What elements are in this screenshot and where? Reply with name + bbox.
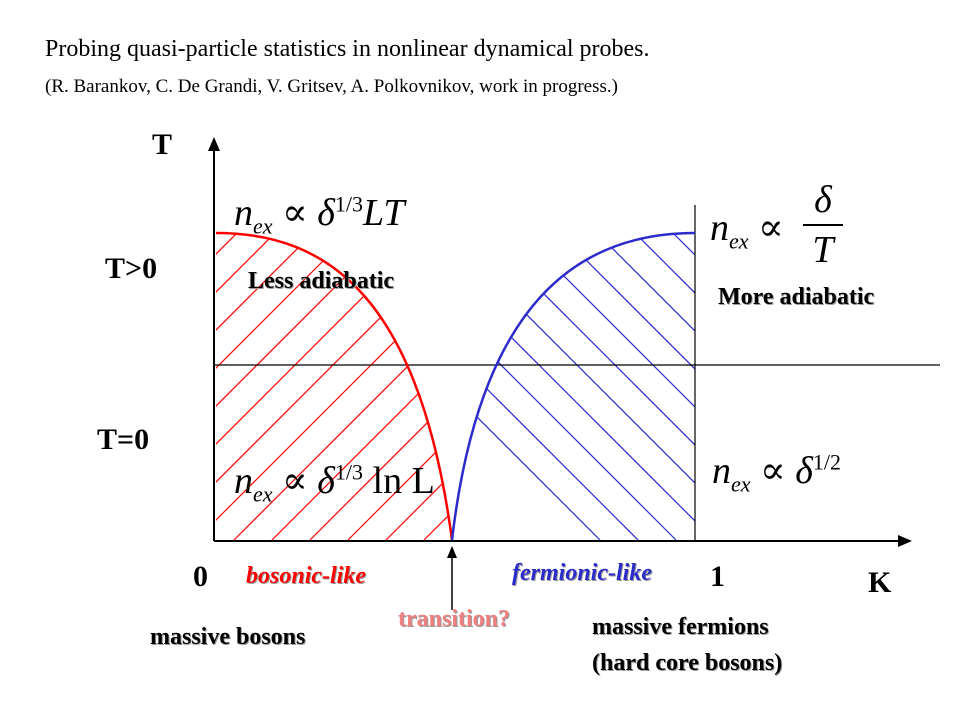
formula-top-right: nex ∝ [710,205,784,255]
bosonic-curve [215,231,454,541]
slide-title: Probing quasi-particle statistics in non… [45,36,650,62]
formula-bottom-right: nex ∝ δ1/2 [712,448,841,498]
hatch-line [216,233,365,540]
transition-label: transition? [398,606,511,632]
hatch-line [545,233,695,540]
hatch-line [452,233,601,540]
transition-arrow-head [447,546,457,558]
hatch-line [216,233,452,540]
formula-symbol: n [234,192,253,234]
hatch-line [216,233,327,540]
hatch-line [347,233,452,540]
hatch-line [850,220,960,540]
formula-subscript: ex [253,213,273,239]
fraction-numerator: δ [814,179,832,221]
hatch-line [926,220,960,540]
t-axis-label: T [152,128,173,161]
hatch-line [452,233,677,540]
hatch-line [452,233,695,540]
formula-fraction: δ T [803,178,843,272]
formula-delta: δ [317,460,335,502]
hatch-line [423,233,452,540]
region-label-more-adiabatic: More adiabatic [718,284,875,310]
formula-symbol: n [710,207,729,249]
formula-exponent: 1/3 [334,191,364,217]
region-label-less-adiabatic: Less adiabatic [248,268,395,294]
formula-symbol: n [712,450,731,492]
formula-bottom-left: nex ∝ δ1/3 ln L [234,458,435,508]
hatch-line [216,233,289,540]
massive-fermions-note: massive fermions [592,614,769,640]
hatch-line [583,233,695,540]
k-tick-0: 0 [193,560,208,593]
formula-delta: δ [317,192,335,234]
formula-delta: δ [795,450,813,492]
bosonic-like-label: bosonic-like [246,563,366,589]
k-axis-arrow [898,535,912,547]
formula-subscript: ex [731,471,751,497]
hatch-line [233,233,452,540]
hatch-line [621,233,695,540]
hard-core-bosons-note: (hard core bosons) [592,650,783,676]
formula-exponent: 1/3 [334,459,364,485]
k-tick-1: 1 [710,560,725,593]
proportional-symbol: ∝ [758,207,784,249]
fraction-denominator: T [812,229,834,271]
formula-subscript: ex [253,481,273,507]
fermionic-like-label: fermionic-like [512,560,652,586]
hatch-line [452,233,695,540]
proportional-symbol: ∝ [282,192,308,234]
k-axis-label: K [868,566,892,599]
massive-bosons-note: massive bosons [150,624,306,650]
formula-tail: LT [363,192,405,234]
hatch-line [309,233,452,540]
formula-symbol: n [234,460,253,502]
fermionic-curve [450,231,696,541]
proportional-symbol: ∝ [282,460,308,502]
formula-subscript: ex [729,228,749,254]
hatch-line [385,233,452,540]
hatch-line [888,220,960,540]
proportional-symbol: ∝ [760,450,786,492]
formula-exponent: 1/2 [812,449,842,475]
formula-top-left: nex ∝ δ1/3LT [234,190,405,240]
fraction-bar [803,224,843,226]
formula-tail: ln L [372,460,435,502]
slide-subtitle: (R. Barankov, C. De Grandi, V. Gritsev, … [45,76,618,97]
t-axis-arrow [208,137,220,151]
row-label-t-positive: T>0 [105,252,158,285]
row-label-t-zero: T=0 [97,423,150,456]
